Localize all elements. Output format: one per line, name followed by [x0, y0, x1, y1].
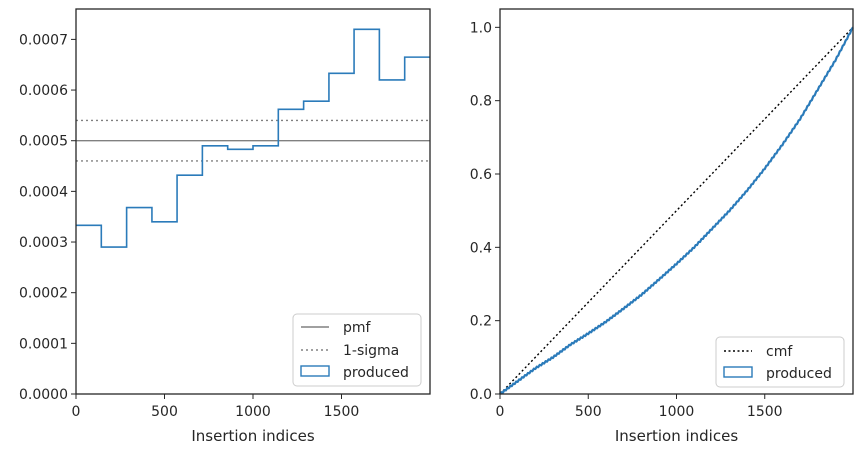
- x-tick-label: 1500: [747, 404, 783, 420]
- x-tick-label: 0: [496, 404, 505, 420]
- plot-frame: [75, 8, 431, 395]
- legend-sigma-label: 1-sigma: [343, 343, 399, 359]
- y-tick-label: 0.0: [470, 387, 492, 403]
- legend: cmf produced: [715, 336, 845, 388]
- y-tick-label: 0.8: [470, 94, 492, 110]
- y-tick-label: 0.6: [470, 167, 492, 183]
- y-tick-label: 0.0005: [19, 134, 68, 150]
- x-axis-label: Insertion indices: [615, 427, 738, 445]
- x-tick-label: 1500: [324, 404, 360, 420]
- y-tick-label: 0.2: [470, 314, 492, 330]
- produced-cdf-series: [499, 26, 854, 395]
- legend-produced-label: produced: [766, 366, 832, 382]
- cmf-line: [499, 26, 854, 395]
- x-tick-label: 500: [151, 404, 178, 420]
- legend-produced-swatch: [723, 366, 753, 378]
- x-tick-label: 0: [72, 404, 81, 420]
- y-tick-label: 0.0002: [19, 286, 68, 302]
- y-tick-label: 0.4: [470, 240, 492, 256]
- x-tick-label: 500: [575, 404, 602, 420]
- y-tick-label: 0.0007: [19, 32, 68, 48]
- y-tick-label: 0.0004: [19, 184, 68, 200]
- left-panel-pmf-histogram: 0 500 1000 1500 0.0000 0.0001 0.0002 0.0003 0.00…: [19, 8, 431, 445]
- legend-box: [292, 313, 422, 387]
- x-axis-label: Insertion indices: [191, 427, 314, 445]
- legend-pmf-label: pmf: [343, 320, 372, 336]
- y-tick-label: 1.0: [470, 20, 492, 36]
- y-tick-label: 0.0006: [19, 83, 68, 99]
- legend-produced-swatch: [300, 365, 330, 377]
- legend-cmf-label: cmf: [766, 344, 793, 360]
- legend: pmf 1-sigma produced: [292, 313, 422, 387]
- x-tick-label: 1000: [235, 404, 271, 420]
- legend-produced-label: produced: [343, 365, 409, 381]
- right-panel-cmf-line: 0 500 1000 1500 0.0 0.2 0.4 0.6 0.8 1.0 Insertion …: [470, 8, 854, 445]
- y-tick-label: 0.0003: [19, 235, 68, 251]
- produced-step-series: [76, 28, 430, 248]
- y-tick-label: 0.0001: [19, 336, 68, 352]
- x-tick-label: 1000: [659, 404, 695, 420]
- y-tick-label: 0.0000: [19, 387, 68, 403]
- legend-box: [715, 336, 845, 388]
- plot-frame: [499, 8, 854, 395]
